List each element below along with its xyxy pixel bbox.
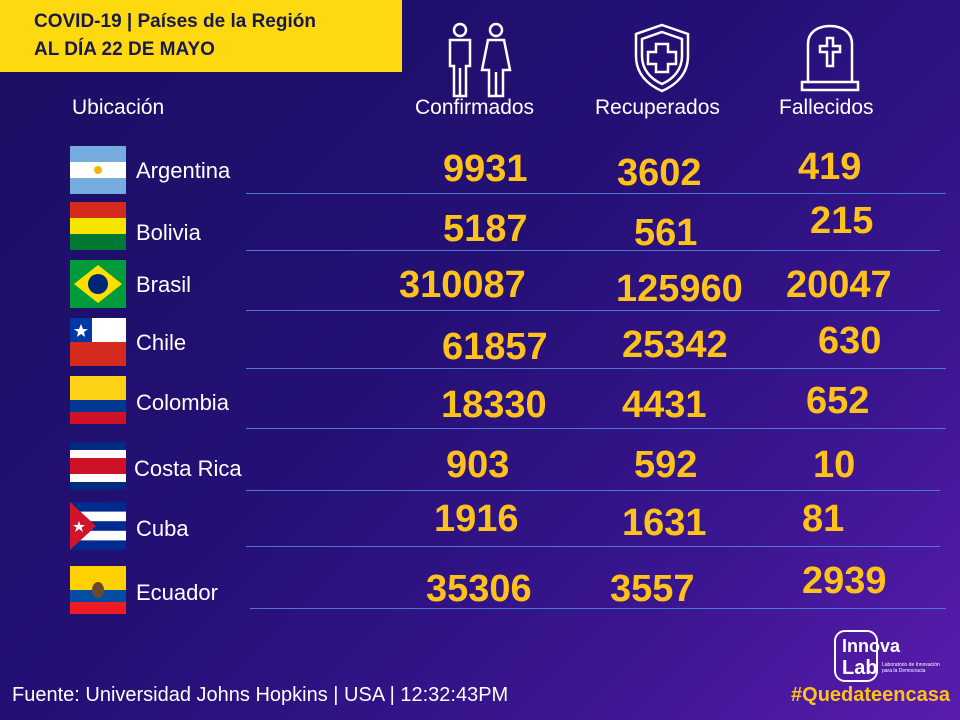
confirmed-value: 35306 xyxy=(426,568,532,610)
title-line-1: COVID-19 | Países de la Región xyxy=(34,11,316,32)
table-row: Argentina 9931 3602 419 xyxy=(0,142,960,202)
row-divider xyxy=(250,608,946,609)
table-row: Brasil 310087 125960 20047 xyxy=(0,258,960,318)
row-divider xyxy=(246,368,946,369)
country-name: Cuba xyxy=(136,516,189,541)
country-name: Colombia xyxy=(136,390,229,415)
logo-tagline-1: Laboratorio de Innovación xyxy=(882,662,940,668)
country-name: Costa Rica xyxy=(134,456,242,481)
colombia-flag-icon xyxy=(70,376,126,424)
confirmed-value: 310087 xyxy=(399,264,526,306)
table-row: Bolivia 5187 561 215 xyxy=(0,200,960,260)
table-row: Costa Rica 903 592 10 xyxy=(0,440,960,500)
recovered-value: 4431 xyxy=(622,384,707,426)
cuba-flag-icon xyxy=(70,502,126,550)
source-footer: Fuente: Universidad Johns Hopkins | USA … xyxy=(12,684,509,706)
recovered-value: 592 xyxy=(634,444,698,486)
table-row: Colombia 18330 4431 652 xyxy=(0,374,960,434)
table-row: Cuba 1916 1631 81 xyxy=(0,498,960,560)
costa-rica-flag-icon xyxy=(70,442,126,490)
header-location: Ubicación xyxy=(72,96,165,119)
confirmed-value: 903 xyxy=(446,444,510,486)
country-name: Brasil xyxy=(136,272,192,297)
row-divider xyxy=(246,193,946,194)
recovered-value: 25342 xyxy=(622,324,728,366)
hashtag: #Quedateencasa xyxy=(791,684,950,706)
logo-line-1: Innova xyxy=(842,636,901,656)
confirmed-value: 5187 xyxy=(443,208,528,250)
confirmed-value: 1916 xyxy=(434,498,519,540)
chile-flag-icon xyxy=(70,318,126,366)
row-divider xyxy=(246,546,940,547)
recovered-value: 125960 xyxy=(616,268,743,310)
logo-tagline-2: para la Democracia xyxy=(882,668,926,674)
deaths-value: 652 xyxy=(806,380,870,422)
shield-cross-icon xyxy=(634,23,690,93)
country-name: Chile xyxy=(136,330,187,355)
ecuador-flag-icon xyxy=(70,566,126,614)
people-icon xyxy=(448,22,512,98)
country-name: Bolivia xyxy=(136,220,201,245)
deaths-value: 81 xyxy=(802,498,845,540)
confirmed-value: 61857 xyxy=(442,326,548,368)
header-confirmed: Confirmados xyxy=(415,96,535,119)
header-recovered: Recuperados xyxy=(595,96,720,119)
tombstone-icon xyxy=(800,24,860,92)
bolivia-flag-icon xyxy=(70,202,126,250)
recovered-value: 3602 xyxy=(617,152,702,194)
logo-line-2: Lab xyxy=(842,657,878,679)
row-divider xyxy=(246,250,940,251)
recovered-value: 3557 xyxy=(610,568,695,610)
confirmed-value: 9931 xyxy=(443,148,528,190)
table-row: Ecuador 35306 3557 2939 xyxy=(0,560,960,624)
row-divider xyxy=(246,310,940,311)
header-deaths: Fallecidos xyxy=(779,96,874,119)
title-line-2: AL DÍA 22 DE MAYO xyxy=(34,39,215,60)
country-name: Ecuador xyxy=(136,580,218,605)
deaths-value: 20047 xyxy=(786,264,892,306)
recovered-value: 1631 xyxy=(622,502,707,544)
row-divider xyxy=(246,428,946,429)
table-row: Chile 61857 25342 630 xyxy=(0,316,960,376)
argentina-flag-icon xyxy=(70,146,126,194)
row-divider xyxy=(246,490,940,491)
deaths-value: 630 xyxy=(818,320,882,362)
confirmed-value: 18330 xyxy=(441,384,547,426)
deaths-value: 419 xyxy=(798,146,862,188)
deaths-value: 215 xyxy=(810,200,874,242)
recovered-value: 561 xyxy=(634,212,698,254)
deaths-value: 10 xyxy=(813,444,856,486)
innovalab-logo: Innova Lab Laboratorio de Innovación par… xyxy=(834,630,940,682)
brasil-flag-icon xyxy=(70,260,126,308)
deaths-value: 2939 xyxy=(802,560,887,602)
title-banner: COVID-19 | Países de la Región AL DÍA 22… xyxy=(0,0,402,72)
country-name: Argentina xyxy=(136,158,231,183)
